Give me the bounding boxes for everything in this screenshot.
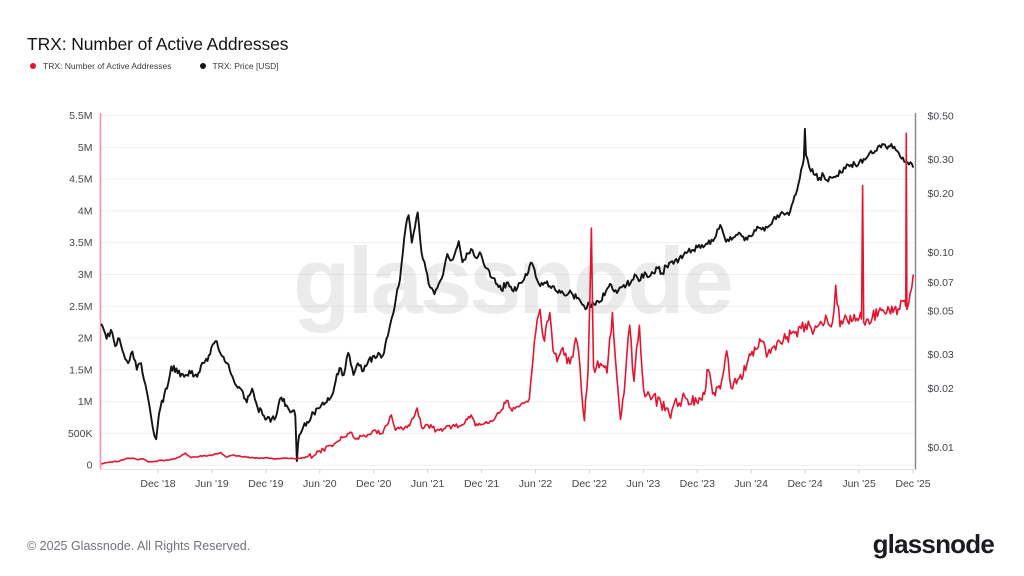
right-axis-tick-label: $0.30 bbox=[928, 154, 954, 166]
left-axis-tick-label: 3.5M bbox=[69, 237, 92, 249]
x-tick-label: Jun '20 bbox=[303, 478, 337, 490]
glassnode-watermark: glassnode bbox=[293, 228, 732, 333]
price-series-line bbox=[100, 127, 915, 463]
x-tick-label: Jun '22 bbox=[519, 478, 553, 490]
x-tick-label: Dec '22 bbox=[572, 478, 607, 490]
right-axis-tick-label: $0.02 bbox=[928, 383, 954, 395]
left-axis-tick-label: 2M bbox=[78, 333, 93, 345]
left-axis-tick-label: 4.5M bbox=[69, 174, 92, 186]
x-tick-label: Jun '19 bbox=[195, 478, 229, 490]
legend-item-price[interactable]: TRX: Price [USD] bbox=[199, 61, 279, 71]
x-tick-label: Dec '25 bbox=[895, 478, 930, 490]
x-tick-label: Dec '21 bbox=[464, 478, 499, 490]
x-tick-label: Dec '18 bbox=[140, 478, 175, 490]
right-axis-tick-label: $0.03 bbox=[928, 349, 954, 361]
black-series-dot-icon bbox=[199, 63, 206, 69]
page-title: TRX: Number of Active Addresses bbox=[27, 33, 289, 54]
chart-legend: TRX: Number of Active Addresses TRX: Pri… bbox=[30, 61, 279, 71]
copyright-text: © 2025 Glassnode. All Rights Reserved. bbox=[27, 539, 251, 553]
glassnode-logo: glassnode bbox=[872, 529, 995, 559]
left-axis-tick-label: 5.5M bbox=[69, 110, 92, 122]
x-tick-label: Jun '25 bbox=[842, 478, 876, 490]
left-axis-tick-label: 1.5M bbox=[69, 364, 92, 376]
left-axis-tick-label: 1M bbox=[78, 396, 93, 408]
active-addresses-series-line bbox=[101, 132, 915, 465]
legend-label-active-addresses: TRX: Number of Active Addresses bbox=[43, 61, 172, 71]
left-axis-tick-label: 500K bbox=[68, 428, 93, 440]
legend-label-price: TRX: Price [USD] bbox=[212, 61, 279, 71]
right-axis-tick-label: $0.20 bbox=[928, 188, 954, 200]
left-axis-tick-label: 3M bbox=[78, 269, 93, 281]
left-axis-tick-label: 0 bbox=[87, 460, 93, 472]
x-tick-label: Jun '24 bbox=[734, 478, 768, 490]
right-axis-tick-label: $0.07 bbox=[928, 277, 954, 289]
left-axis-tick-label: 2.5M bbox=[69, 301, 92, 313]
x-tick-label: Dec '20 bbox=[356, 478, 391, 490]
x-tick-label: Dec '19 bbox=[248, 478, 283, 490]
legend-item-active-addresses[interactable]: TRX: Number of Active Addresses bbox=[30, 61, 172, 71]
x-tick-label: Jun '23 bbox=[627, 478, 661, 490]
right-axis-tick-label: $0.01 bbox=[928, 442, 954, 454]
x-tick-label: Dec '23 bbox=[680, 478, 715, 490]
red-series-dot-icon bbox=[30, 63, 36, 69]
x-tick-label: Dec '24 bbox=[787, 478, 822, 490]
left-axis-tick-label: 4M bbox=[78, 205, 93, 217]
right-axis-tick-label: $0.10 bbox=[928, 247, 954, 259]
left-axis-tick-label: 5M bbox=[78, 142, 93, 154]
right-axis-tick-label: $0.50 bbox=[928, 111, 954, 123]
x-tick-label: Jun '21 bbox=[411, 478, 445, 490]
right-axis-tick-label: $0.05 bbox=[928, 306, 954, 318]
